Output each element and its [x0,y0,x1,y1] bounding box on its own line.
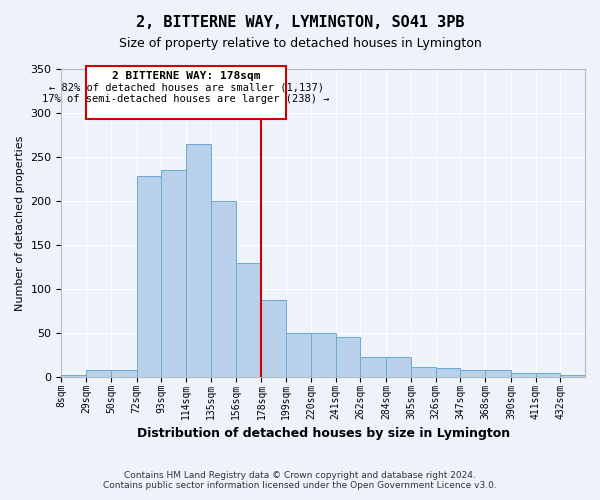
Text: Size of property relative to detached houses in Lymington: Size of property relative to detached ho… [119,38,481,51]
Bar [236,262,262,377]
Bar [360,357,386,377]
Bar [211,201,236,377]
Bar [436,368,460,377]
Bar [61,376,86,377]
Bar [460,370,485,377]
Bar [511,373,536,377]
Text: 2 BITTERNE WAY: 178sqm: 2 BITTERNE WAY: 178sqm [112,71,260,81]
Bar [186,144,211,377]
Text: ← 82% of detached houses are smaller (1,137): ← 82% of detached houses are smaller (1,… [49,82,323,92]
FancyBboxPatch shape [86,66,286,119]
Bar [161,170,186,377]
X-axis label: Distribution of detached houses by size in Lymington: Distribution of detached houses by size … [137,427,510,440]
Bar [86,370,111,377]
Text: Contains HM Land Registry data © Crown copyright and database right 2024.
Contai: Contains HM Land Registry data © Crown c… [103,470,497,490]
Bar [536,373,560,377]
Bar [560,374,585,377]
Bar [335,336,360,377]
Y-axis label: Number of detached properties: Number of detached properties [15,136,25,311]
Bar [411,366,436,377]
Bar [311,333,335,377]
Bar [111,370,137,377]
Bar [386,357,411,377]
Bar [485,370,511,377]
Text: 2, BITTERNE WAY, LYMINGTON, SO41 3PB: 2, BITTERNE WAY, LYMINGTON, SO41 3PB [136,15,464,30]
Text: 17% of semi-detached houses are larger (238) →: 17% of semi-detached houses are larger (… [43,94,330,104]
Bar [262,300,286,377]
Bar [286,333,311,377]
Bar [137,176,161,377]
